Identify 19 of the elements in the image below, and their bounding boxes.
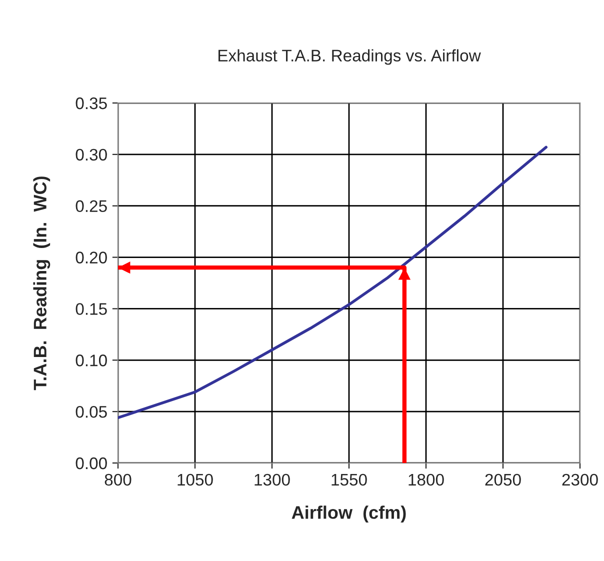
y-tick-label: 0.05	[76, 406, 107, 418]
y-tick-label: 0.30	[76, 148, 107, 161]
x-tick-label: 1800	[408, 474, 444, 486]
y-tick-label: 0.35	[76, 97, 107, 110]
x-axis-title: Airflow (cfm)	[292, 506, 406, 522]
x-tick-label: 1550	[332, 474, 367, 486]
y-tick-label: 0.00	[76, 457, 107, 470]
line-series	[118, 146, 548, 420]
x-tick-label: 1050	[178, 474, 213, 486]
x-tick-label: 800	[104, 474, 132, 486]
chart-title: Exhaust T.A.B. Readings vs. Airflow	[218, 49, 481, 65]
y-tick-label: 0.15	[76, 303, 107, 315]
y-tick-label: 0.25	[76, 200, 107, 212]
x-tick-label: 2300	[562, 474, 598, 486]
x-tick-label: 2050	[485, 474, 521, 486]
y-tick-label: 0.10	[76, 354, 107, 366]
x-tick-label: 1300	[254, 474, 290, 486]
y-axis-title: T.A.B. Reading (In. WC)	[33, 176, 50, 390]
y-tick-label: 0.20	[76, 252, 107, 264]
